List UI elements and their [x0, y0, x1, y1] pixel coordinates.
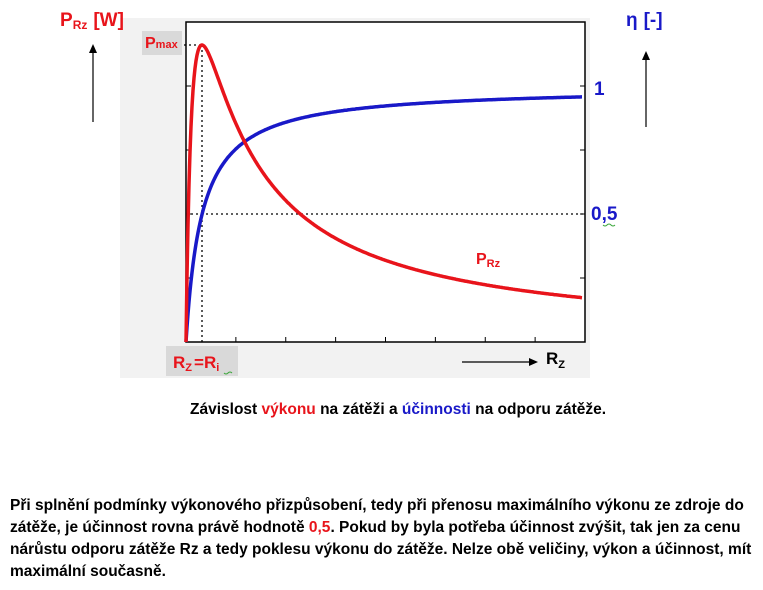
paragraph-text-2: . Pokud by byla potřeba účinnost zvýšit,… — [10, 519, 752, 580]
efficiency-curve — [184, 95, 582, 343]
caption-text-3: na odporu zátěže. — [470, 401, 607, 418]
x-marker-label: RZ =Ri — [173, 353, 219, 374]
caption-word-power: výkonu — [261, 401, 316, 418]
y-right-label: η [-] — [626, 10, 663, 31]
power-curve — [184, 43, 583, 343]
paragraph-text-1: Při splnění podmínky výkonového přizpůso… — [10, 497, 744, 536]
caption-text-2: na zátěži a — [315, 401, 402, 418]
pmax-label-bg — [142, 31, 182, 55]
caption-text-1: Závislost — [190, 401, 262, 418]
y-left-label: PRz [W] — [60, 10, 124, 32]
chart: PRz [W] η [-] 1 0,5 Pmax RZ =Ri PRz RZ — [60, 10, 663, 378]
curve-label: PRz — [476, 251, 501, 270]
caption-word-efficiency: účinnosti — [401, 401, 471, 418]
right-tick-half: 0,5 — [591, 204, 618, 225]
x-marker-label-bg — [166, 346, 238, 376]
pmax-label: Pmax — [145, 35, 179, 52]
spellcheck-squiggle-2 — [223, 371, 233, 375]
explanation-paragraph: Při splnění podmínky výkonového přizpůso… — [10, 495, 758, 583]
caption: Závislost výkonu na zátěži a účinnosti n… — [190, 399, 610, 421]
plot-frame — [185, 21, 586, 343]
x-arrowhead — [529, 358, 538, 366]
paragraph-value: 0,5 — [308, 519, 331, 536]
spellcheck-squiggle — [602, 223, 616, 227]
y-left-arrowhead — [89, 44, 97, 53]
y-right-arrowhead — [642, 51, 650, 60]
x-label: RZ — [546, 349, 565, 371]
chart-svg: PRz [W] η [-] 1 0,5 Pmax RZ =Ri PRz RZ — [60, 10, 663, 378]
right-tick-1: 1 — [594, 79, 605, 100]
